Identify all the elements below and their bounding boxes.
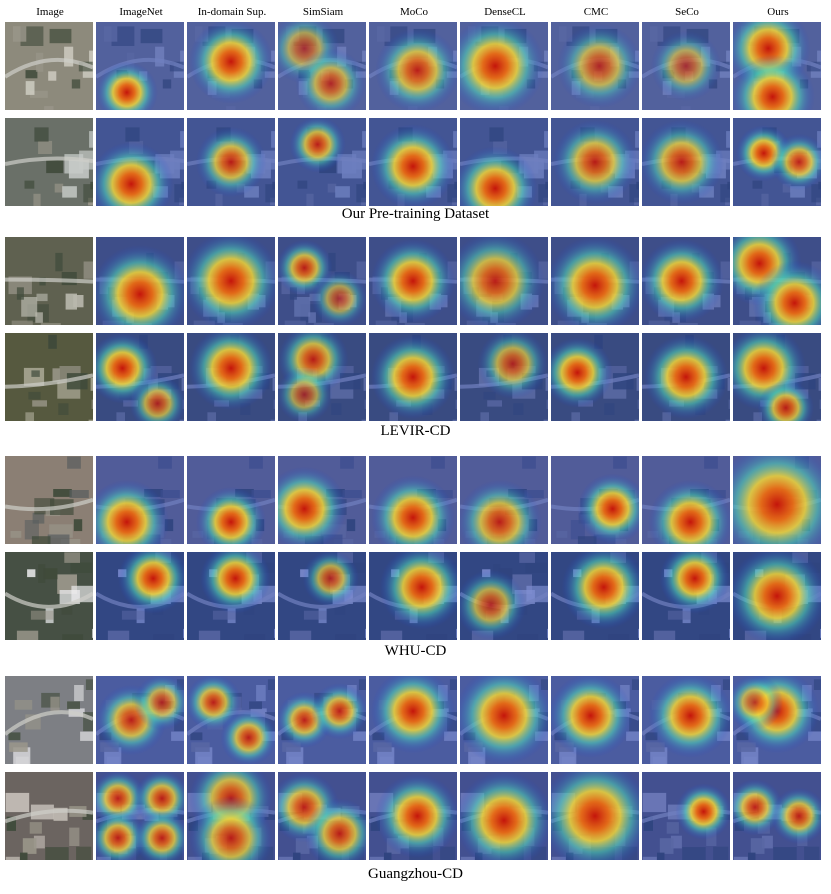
input-image — [5, 118, 93, 206]
heatmap-in-domain-sup — [187, 333, 275, 421]
input-image — [5, 22, 93, 110]
heatmap-ours — [733, 22, 821, 110]
heatmap-simsiam — [278, 333, 366, 421]
heatmap-seco — [642, 456, 730, 544]
heatmap-imagenet — [96, 552, 184, 640]
column-header-densecl: DenseCL — [484, 6, 526, 18]
heatmap-ours — [733, 676, 821, 764]
heatmap-cmc — [551, 237, 639, 325]
heatmap-seco — [642, 333, 730, 421]
heatmap-seco — [642, 118, 730, 206]
heatmap-simsiam — [278, 772, 366, 860]
heatmap-moco — [369, 118, 457, 206]
heatmap-moco — [369, 676, 457, 764]
heatmap-imagenet — [96, 22, 184, 110]
input-image — [5, 676, 93, 764]
heatmap-simsiam — [278, 552, 366, 640]
heatmap-densecl — [460, 118, 548, 206]
heatmap-imagenet — [96, 772, 184, 860]
heatmap-densecl — [460, 456, 548, 544]
heatmap-moco — [369, 772, 457, 860]
heatmap-in-domain-sup — [187, 676, 275, 764]
heatmap-imagenet — [96, 237, 184, 325]
heatmap-cmc — [551, 333, 639, 421]
heatmap-densecl — [460, 772, 548, 860]
input-image — [5, 772, 93, 860]
heatmap-in-domain-sup — [187, 456, 275, 544]
heatmap-seco — [642, 22, 730, 110]
heatmap-moco — [369, 22, 457, 110]
column-header-seco: SeCo — [675, 6, 699, 18]
heatmap-moco — [369, 456, 457, 544]
heatmap-simsiam — [278, 237, 366, 325]
column-header-in-domain-sup: In-domain Sup. — [197, 6, 267, 18]
heatmap-imagenet — [96, 456, 184, 544]
input-image — [5, 333, 93, 421]
column-header-image: Image — [36, 6, 64, 18]
heatmap-imagenet — [96, 676, 184, 764]
heatmap-in-domain-sup — [187, 552, 275, 640]
heatmap-simsiam — [278, 22, 366, 110]
heatmap-cmc — [551, 456, 639, 544]
heatmap-densecl — [460, 676, 548, 764]
input-image — [5, 456, 93, 544]
heatmap-cmc — [551, 676, 639, 764]
column-header-ours: Ours — [767, 6, 789, 18]
heatmap-simsiam — [278, 456, 366, 544]
heatmap-in-domain-sup — [187, 118, 275, 206]
heatmap-ours — [733, 456, 821, 544]
column-header-imagenet: ImageNet — [119, 6, 163, 18]
section-caption: LEVIR-CD — [380, 423, 451, 439]
heatmap-ours — [733, 237, 821, 325]
heatmap-densecl — [460, 237, 548, 325]
heatmap-moco — [369, 333, 457, 421]
heatmap-imagenet — [96, 118, 184, 206]
heatmap-densecl — [460, 333, 548, 421]
column-header-moco: MoCo — [399, 6, 429, 18]
input-image — [5, 552, 93, 640]
heatmap-in-domain-sup — [187, 237, 275, 325]
heatmap-cmc — [551, 22, 639, 110]
heatmap-cmc — [551, 118, 639, 206]
heatmap-moco — [369, 237, 457, 325]
heatmap-simsiam — [278, 118, 366, 206]
section-caption: WHU-CD — [384, 643, 447, 659]
section-caption: Guangzhou-CD — [368, 866, 463, 882]
heatmap-seco — [642, 237, 730, 325]
heatmap-ours — [733, 118, 821, 206]
heatmap-cmc — [551, 772, 639, 860]
column-header-cmc: CMC — [583, 6, 609, 18]
column-headers: Image ImageNet In-domain Sup. SimSiam Mo… — [0, 0, 831, 22]
heatmap-ours — [733, 772, 821, 860]
section-caption: Our Pre-training Dataset — [341, 206, 490, 222]
heatmap-ours — [733, 333, 821, 421]
heatmap-densecl — [460, 552, 548, 640]
heatmap-seco — [642, 676, 730, 764]
heatmap-simsiam — [278, 676, 366, 764]
heatmap-in-domain-sup — [187, 772, 275, 860]
heatmap-cmc — [551, 552, 639, 640]
heatmap-in-domain-sup — [187, 22, 275, 110]
heatmap-ours — [733, 552, 821, 640]
heatmap-densecl — [460, 22, 548, 110]
column-header-simsiam: SimSiam — [302, 6, 344, 18]
heatmap-seco — [642, 772, 730, 860]
heatmap-imagenet — [96, 333, 184, 421]
heatmap-moco — [369, 552, 457, 640]
heatmap-seco — [642, 552, 730, 640]
input-image — [5, 237, 93, 325]
